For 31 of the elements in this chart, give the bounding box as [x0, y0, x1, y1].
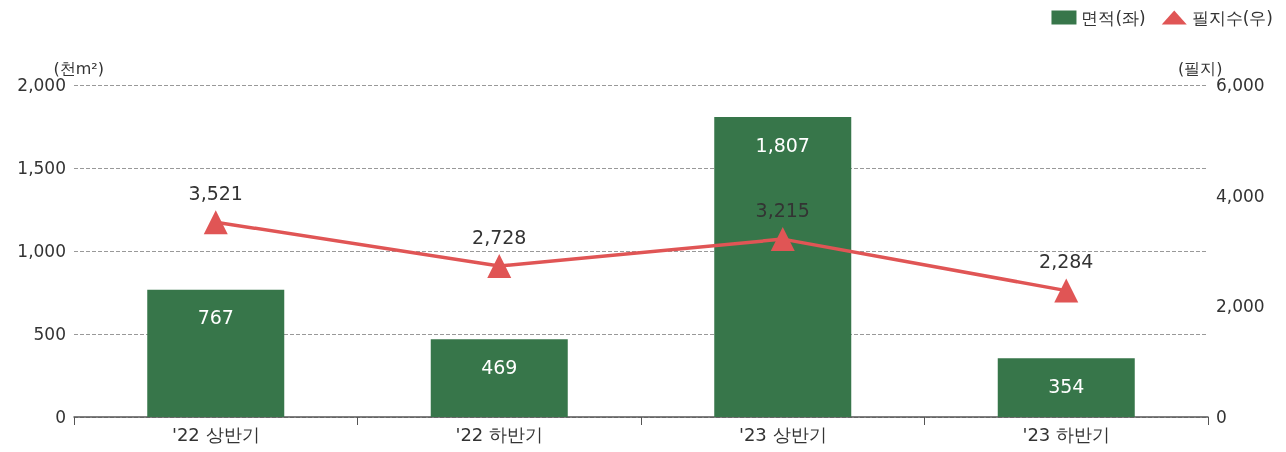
- y2-tick-label: 4,000: [1216, 185, 1265, 206]
- x-tick-label: '22 상반기: [171, 423, 260, 445]
- point: [770, 227, 795, 252]
- bar: [714, 117, 852, 417]
- data-label: 469: [481, 355, 518, 378]
- y2-axis-title: (필지): [1178, 59, 1223, 79]
- y-axis-title: (천m²): [53, 59, 104, 79]
- y2-tick-label: 2,000: [1216, 296, 1265, 317]
- bar: [430, 339, 568, 417]
- x-tick-label: '23 하반기: [1022, 423, 1111, 445]
- y-tick-label: 1,000: [17, 241, 66, 261]
- data-label: 2,728: [472, 225, 527, 248]
- legend-label: 필지수(우): [1191, 7, 1273, 28]
- data-label: 767: [197, 306, 234, 329]
- y-tick-label: 0: [55, 407, 66, 427]
- y-tick-label: 1,500: [17, 158, 66, 178]
- bar: [997, 358, 1135, 417]
- legend-label: 면적(좌): [1081, 7, 1146, 28]
- point: [1054, 278, 1079, 303]
- bar: [147, 289, 285, 417]
- y2-tick-label: 0: [1216, 407, 1227, 427]
- point: [203, 210, 228, 235]
- x-tick-label: '22 하반기: [455, 423, 544, 445]
- x-tick-label: '23 상반기: [738, 423, 827, 445]
- data-label: 354: [1048, 374, 1085, 397]
- data-label: 2,284: [1039, 250, 1094, 273]
- data-label: 3,521: [188, 181, 243, 204]
- data-label: 1,807: [755, 133, 810, 156]
- point: [487, 254, 512, 279]
- y-tick-label: 500: [33, 324, 66, 344]
- data-label: 3,215: [755, 198, 810, 221]
